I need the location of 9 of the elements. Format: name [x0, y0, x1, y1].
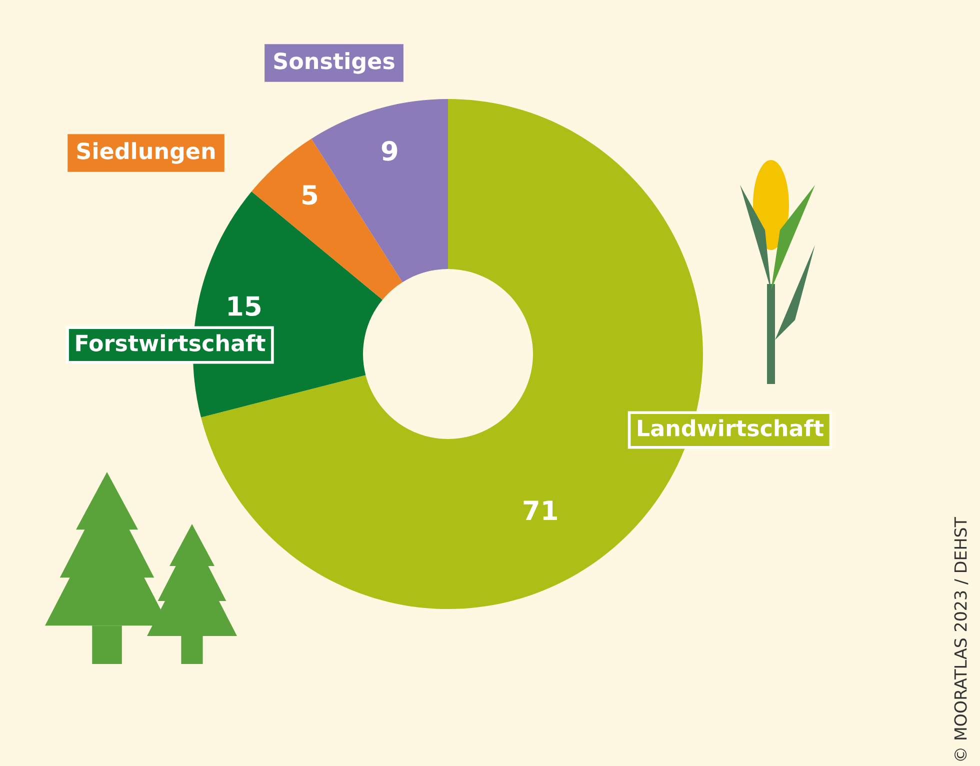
data-label: 9: [382, 140, 398, 161]
text: © MOORATLAS 2023 / DEHST: [954, 516, 968, 761]
slice-label: Forstwirtschaft: [76, 334, 266, 352]
data-label: 15: [228, 296, 260, 316]
data-label: 71: [524, 500, 557, 520]
slice-label: Siedlungen: [77, 142, 215, 164]
slice-label: Landwirtschaft: [638, 419, 824, 436]
data-label: 5: [302, 185, 318, 205]
slice-label: Sonstiges: [274, 52, 394, 74]
